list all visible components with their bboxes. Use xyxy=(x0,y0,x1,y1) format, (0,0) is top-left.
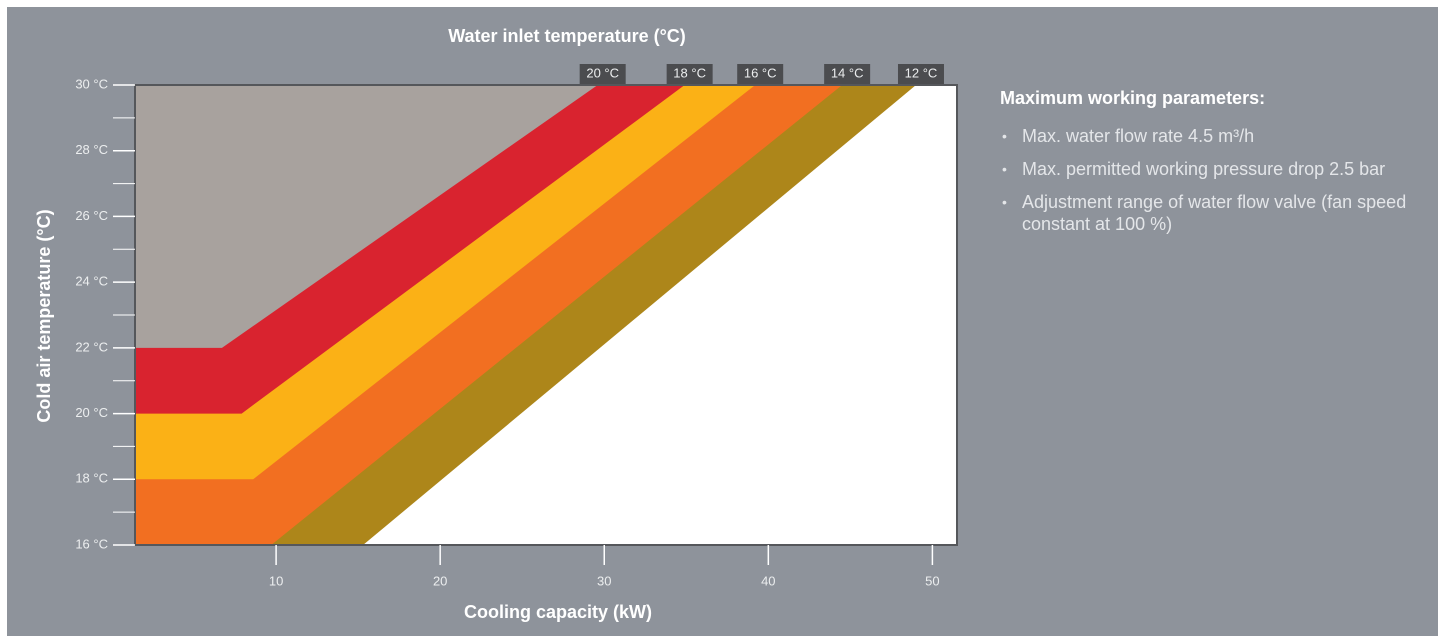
notes-title: Maximum working parameters: xyxy=(1000,88,1266,108)
x-tick-label: 20 xyxy=(433,573,447,588)
note: Adjustment range of water flow valve (fa… xyxy=(1002,191,1410,235)
x-axis-label: Cooling capacity (kW) xyxy=(464,602,652,622)
y-tick-label: 20 °C xyxy=(75,405,108,420)
legend-label: 14 °C xyxy=(831,65,864,80)
legend-box xyxy=(897,64,944,84)
y-tick-label: 16 °C xyxy=(75,536,108,551)
y-tick-label: 26 °C xyxy=(75,208,108,223)
y-tick-label: 30 °C xyxy=(75,76,108,91)
x-tick-label: 50 xyxy=(925,573,939,588)
x-tick-label: 30 xyxy=(597,573,611,588)
notes: Maximum working parameters: Max. water f… xyxy=(1000,88,1410,246)
y-tick-label: 24 °C xyxy=(75,274,108,289)
x-tick-label: 10 xyxy=(269,573,283,588)
y-tick-label: 22 °C xyxy=(75,339,108,354)
legend-box xyxy=(579,64,626,84)
note: Max. water flow rate 4.5 m³/h xyxy=(1002,125,1410,147)
chart-title: Water inlet temperature (°C) xyxy=(448,26,686,46)
y-tick-label: 18 °C xyxy=(75,471,108,486)
band xyxy=(363,85,957,545)
legend-label: 20 °C xyxy=(586,65,619,80)
y-axis-label: Cold air temperature (°C) xyxy=(34,209,54,422)
legend-label: 18 °C xyxy=(673,65,706,80)
x-tick-label: 40 xyxy=(761,573,775,588)
legend-label: 16 °C xyxy=(744,65,777,80)
legend-box xyxy=(666,64,713,84)
y-tick-label: 28 °C xyxy=(75,142,108,157)
note: Max. permitted working pressure drop 2.5… xyxy=(1002,158,1410,180)
legend-label: 12 °C xyxy=(905,65,938,80)
legend-box xyxy=(824,64,871,84)
notes-list: Max. water flow rate 4.5 m³/h Max. permi… xyxy=(1000,125,1410,235)
legend-box xyxy=(737,64,784,84)
